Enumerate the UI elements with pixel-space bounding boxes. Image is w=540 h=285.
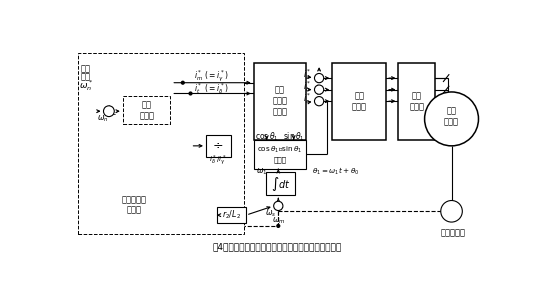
Text: $\cos\theta_1$: $\cos\theta_1$ <box>255 130 279 143</box>
Text: $r_2/L_2$: $r_2/L_2$ <box>222 209 241 221</box>
Text: $\theta_1=\omega_1 t+\theta_0$: $\theta_1=\omega_1 t+\theta_0$ <box>312 166 360 177</box>
FancyBboxPatch shape <box>399 63 435 140</box>
FancyBboxPatch shape <box>254 140 306 169</box>
Text: 速度: 速度 <box>81 64 91 73</box>
Text: $\cos\theta_1$、$\sin\theta_1$
発生部: $\cos\theta_1$、$\sin\theta_1$ 発生部 <box>257 145 302 164</box>
Circle shape <box>314 85 323 94</box>
Text: 電動機: 電動機 <box>444 117 459 127</box>
Circle shape <box>314 97 323 106</box>
Text: +: + <box>314 84 320 90</box>
Circle shape <box>189 92 192 95</box>
Circle shape <box>277 225 280 227</box>
Circle shape <box>314 74 323 83</box>
FancyBboxPatch shape <box>332 63 386 140</box>
Circle shape <box>104 106 114 117</box>
Text: $i_c^*$: $i_c^*$ <box>303 91 312 105</box>
Circle shape <box>181 81 184 84</box>
Text: 演算部: 演算部 <box>127 205 142 214</box>
Text: −: − <box>318 78 323 84</box>
Text: $i_m^*$ $(=i_\gamma^*)$: $i_m^*$ $(=i_\gamma^*)$ <box>194 69 228 84</box>
Circle shape <box>424 92 478 146</box>
Text: ÷: ÷ <box>213 139 224 152</box>
FancyBboxPatch shape <box>254 63 306 140</box>
Circle shape <box>441 201 462 222</box>
FancyBboxPatch shape <box>217 207 246 223</box>
Text: 滑り周波数: 滑り周波数 <box>122 195 147 204</box>
Text: $i_\delta^*/i_\gamma^*$: $i_\delta^*/i_\gamma^*$ <box>210 153 227 168</box>
Text: $i_b^*$: $i_b^*$ <box>303 79 312 94</box>
Text: 指令: 指令 <box>81 72 91 81</box>
Text: $i_a^*$: $i_a^*$ <box>303 68 312 82</box>
Text: +: + <box>277 205 283 211</box>
Text: 電流
制御部: 電流 制御部 <box>352 91 367 111</box>
Text: +: + <box>314 73 320 79</box>
Text: 速度検出器: 速度検出器 <box>441 228 465 237</box>
FancyBboxPatch shape <box>266 172 295 195</box>
Circle shape <box>274 201 283 211</box>
Text: +: + <box>314 96 320 102</box>
FancyBboxPatch shape <box>206 135 231 157</box>
Text: $\omega_n$: $\omega_n$ <box>97 114 109 124</box>
Text: $\omega_m$: $\omega_m$ <box>272 215 285 226</box>
Text: 速度
制御部: 速度 制御部 <box>139 100 154 120</box>
Text: 第4図　磁気センサレス磁束一定ベクトル制御の構成: 第4図 磁気センサレス磁束一定ベクトル制御の構成 <box>212 242 341 251</box>
Text: +: + <box>106 104 112 113</box>
Text: $\omega_1$: $\omega_1$ <box>255 166 267 176</box>
FancyBboxPatch shape <box>78 54 244 234</box>
Text: −: − <box>109 110 115 119</box>
Text: イン
バータ: イン バータ <box>409 91 424 111</box>
Text: $\omega_n^*$: $\omega_n^*$ <box>79 78 93 93</box>
Text: 電流
指令値
演算部: 電流 指令値 演算部 <box>272 86 287 117</box>
Text: $\omega_s$: $\omega_s$ <box>265 208 276 219</box>
Text: −: − <box>318 101 323 107</box>
Text: −: − <box>318 89 323 95</box>
Text: $i_t^*$ $(=i_\delta^*)$: $i_t^*$ $(=i_\delta^*)$ <box>194 82 228 96</box>
Text: 誘導: 誘導 <box>447 107 456 116</box>
Text: $\sin\theta_1$: $\sin\theta_1$ <box>283 130 305 143</box>
Text: +: + <box>273 201 279 207</box>
FancyBboxPatch shape <box>123 96 171 124</box>
Text: $\int dt$: $\int dt$ <box>271 175 291 193</box>
